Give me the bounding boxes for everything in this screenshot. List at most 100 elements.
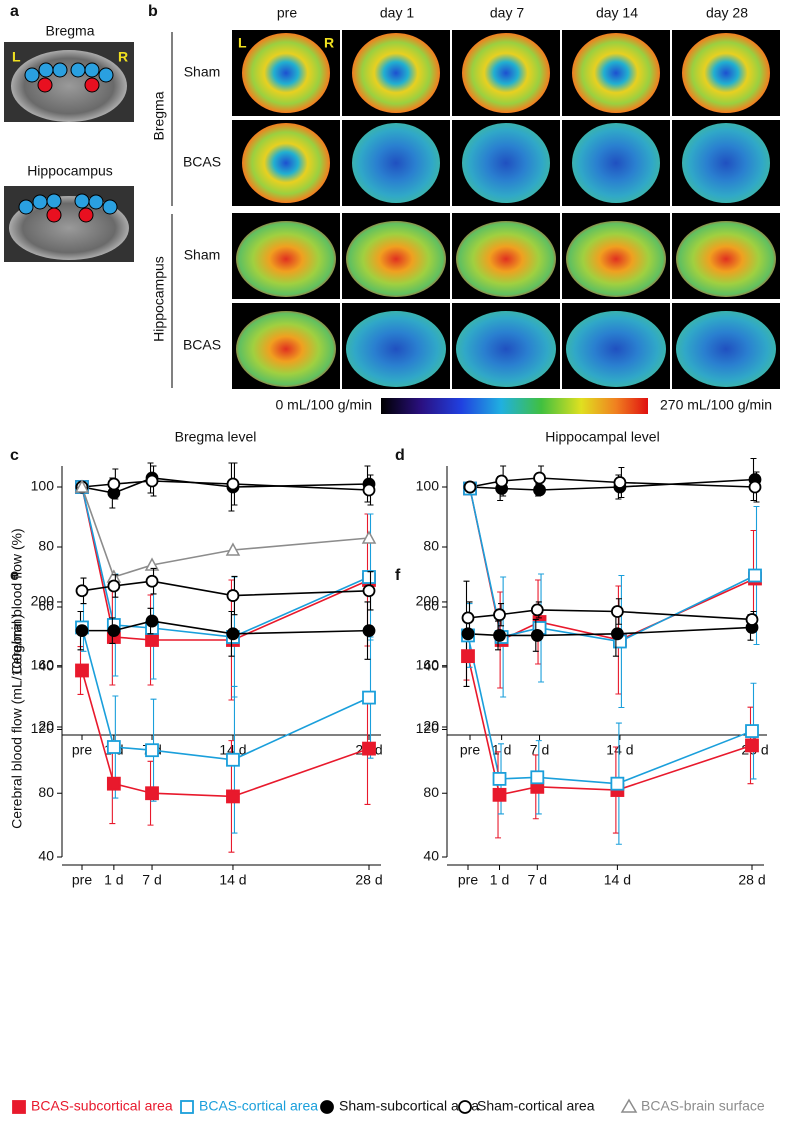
series-line <box>82 620 370 635</box>
marker <box>461 649 475 664</box>
legend-label: BCAS-brain surface <box>641 1098 765 1114</box>
chart-title: Hippocampal level <box>545 429 659 445</box>
panel-letter: e <box>10 567 19 584</box>
marker <box>145 633 159 647</box>
panel-letter: b <box>148 3 158 20</box>
brain-map <box>566 311 666 387</box>
y-tick-label: 160 <box>416 656 440 672</box>
y-tick-label: 60 <box>38 598 54 614</box>
marker <box>461 627 475 641</box>
series-line <box>81 670 370 798</box>
brain-map <box>572 123 660 203</box>
marker <box>530 629 544 642</box>
marker <box>362 741 376 756</box>
group-label: Bregma <box>151 91 167 140</box>
brain-map <box>242 33 330 113</box>
series-line <box>467 655 753 796</box>
y-tick-label: 40 <box>38 658 54 674</box>
marker <box>74 479 90 493</box>
x-tick-label: 7 d <box>528 872 547 888</box>
brain-map <box>462 123 550 203</box>
column-label: pre <box>277 5 297 21</box>
marker <box>610 605 624 618</box>
legend-entry: BCAS-subcortical area <box>12 1098 173 1114</box>
row-label: Sham <box>184 247 221 263</box>
x-tick-label: 1 d <box>490 872 509 888</box>
marker <box>75 663 89 678</box>
side-label: L <box>12 49 21 65</box>
marker <box>362 690 376 705</box>
x-tick-label: 7 d <box>142 872 161 888</box>
marker <box>530 770 545 785</box>
x-tick-label: pre <box>72 872 92 888</box>
marker <box>226 589 240 602</box>
y-tick-label: 120 <box>31 720 55 736</box>
marker <box>461 611 475 625</box>
series-line <box>469 478 756 491</box>
marker <box>530 603 544 617</box>
roi-markers <box>18 193 118 223</box>
marker <box>533 471 546 485</box>
y-tick-label: 160 <box>31 656 55 672</box>
series-line <box>81 486 370 578</box>
mri-brain <box>9 196 129 260</box>
x-tick-label: 14 d <box>606 742 633 758</box>
marker <box>362 570 376 584</box>
marker <box>748 568 762 583</box>
column-label: day 7 <box>490 5 524 21</box>
brain-map <box>352 33 440 113</box>
legend-entry: Sham-subcortical area <box>320 1098 479 1114</box>
roi-markers <box>24 62 114 93</box>
chart-title: Bregma level <box>175 429 257 445</box>
mri-title: Hippocampus <box>27 163 113 179</box>
y-tick-label: 100 <box>31 478 55 494</box>
marker <box>106 776 121 791</box>
marker <box>145 786 159 801</box>
mri-brain <box>11 50 127 122</box>
marker <box>106 740 121 754</box>
legend-label: BCAS-subcortical area <box>31 1098 173 1114</box>
legend-entry: BCAS-brain surface <box>620 1098 765 1114</box>
marker <box>748 480 762 494</box>
marker <box>361 530 377 544</box>
y-tick-label: 120 <box>416 720 440 736</box>
marker <box>144 557 160 571</box>
marker <box>226 627 240 641</box>
y-tick-label: 80 <box>38 784 54 800</box>
marker <box>610 627 624 641</box>
series-line <box>81 486 370 638</box>
y-tick-label: 80 <box>423 784 439 800</box>
x-tick-label: pre <box>460 742 480 758</box>
legend-entry: BCAS-cortical area <box>180 1098 318 1114</box>
marker <box>613 476 627 489</box>
legend-marker <box>320 1100 334 1114</box>
legend-marker <box>12 1100 26 1114</box>
marker <box>226 752 240 767</box>
series-line <box>81 580 370 597</box>
marker <box>226 789 240 804</box>
y-tick-label: 40 <box>38 848 54 864</box>
marker <box>362 624 376 638</box>
marker <box>610 776 625 791</box>
y-axis-label: Cerebral blood flow (mL/100g/min) <box>9 614 25 829</box>
x-tick-label: 1 d <box>492 742 511 758</box>
brain-map <box>462 33 550 113</box>
y-tick-label: 20 <box>423 718 439 734</box>
marker <box>225 542 241 556</box>
marker <box>107 579 121 593</box>
x-tick-label: 14 d <box>604 872 631 888</box>
legend-marker <box>620 1098 638 1113</box>
panel-letter: a <box>10 3 19 20</box>
marker <box>226 477 240 491</box>
y-tick-label: 60 <box>423 598 439 614</box>
panel-letter: c <box>10 447 19 464</box>
series-line <box>467 635 753 785</box>
colorbar-label: 270 mL/100 g/min <box>660 397 772 413</box>
series-line <box>469 488 756 643</box>
x-tick-label: 28 d <box>355 872 382 888</box>
legend-label: BCAS-cortical area <box>199 1098 318 1114</box>
marker <box>493 629 506 642</box>
marker <box>492 771 507 786</box>
mri-title: Bregma <box>45 23 94 39</box>
